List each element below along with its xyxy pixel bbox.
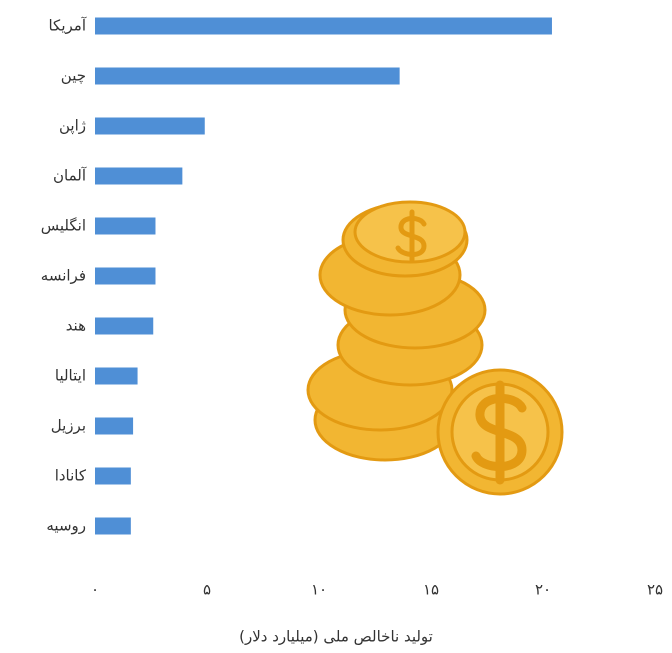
y-tick-label: چین <box>61 67 86 85</box>
y-tick-label: انگلیس <box>41 217 86 235</box>
bar <box>95 217 156 235</box>
bar <box>95 167 183 185</box>
y-tick-label: ایتالیا <box>55 367 86 385</box>
x-tick-label: ۵ <box>203 581 211 599</box>
y-tick-label: ژاپن <box>59 117 86 136</box>
coins-illustration <box>306 200 564 496</box>
x-tick-label: ۱۵ <box>423 581 439 599</box>
bar <box>95 367 138 385</box>
y-tick-label: برزیل <box>51 417 86 435</box>
y-tick-label: آمریکا <box>48 17 86 35</box>
bar <box>95 317 154 335</box>
x-tick-label: ۱۰ <box>311 581 327 599</box>
bar <box>95 17 552 35</box>
bar <box>95 467 131 485</box>
x-axis-title: تولید ناخالص ملی (میلیارد دلار) <box>239 628 433 646</box>
y-tick-label: روسیه <box>46 517 86 535</box>
y-tick-label: فرانسه <box>41 267 86 285</box>
bar <box>95 67 400 85</box>
x-tick-label: ٠ <box>91 581 99 599</box>
x-tick-label: ۲۵ <box>647 581 663 599</box>
y-tick-label: آلمان <box>53 167 87 185</box>
bar <box>95 417 134 435</box>
y-tick-label: کانادا <box>55 467 87 485</box>
y-tick-label: هند <box>66 317 86 335</box>
bar <box>95 267 156 285</box>
bar <box>95 517 131 535</box>
x-tick-label: ۲۰ <box>535 581 551 599</box>
bar <box>95 117 205 135</box>
